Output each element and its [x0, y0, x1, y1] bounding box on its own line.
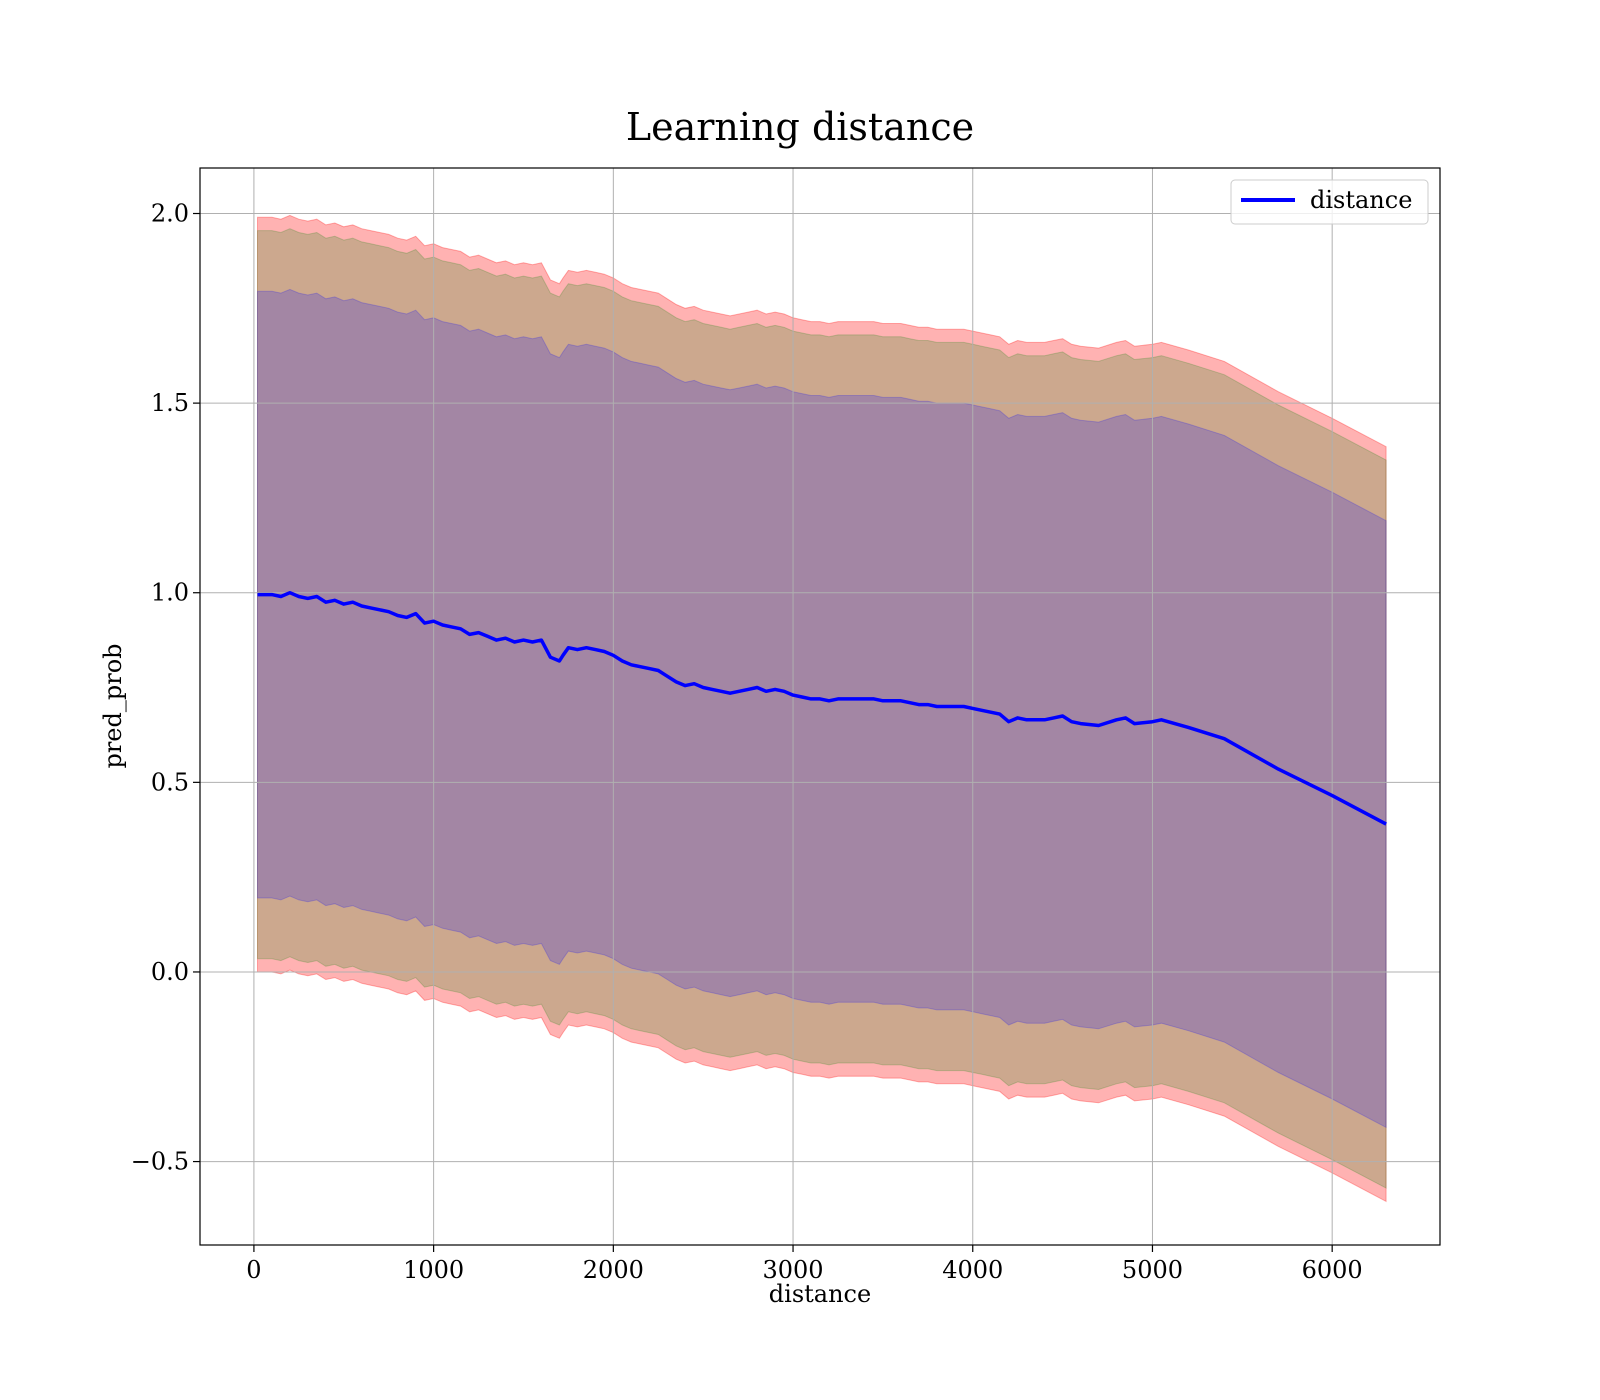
confidence-band-3 — [257, 288, 1387, 1129]
x-tick-label: 1000 — [403, 1256, 464, 1284]
y-axis-label: pred_prob — [99, 643, 127, 768]
series-line-distance — [257, 590, 1387, 826]
legend-box — [1230, 179, 1429, 225]
x-tick-label: 3000 — [763, 1256, 824, 1284]
chart-title: Learning distance — [626, 105, 974, 149]
y-axis-ticks: −0.5 0.0 0.5 1.0 1.5 2.0 — [131, 200, 200, 1176]
confidence-band-2 — [257, 228, 1387, 1189]
confidence-bands — [257, 214, 1387, 1203]
y-tick-label: 2.0 — [151, 200, 189, 228]
y-tick-label: −0.5 — [131, 1148, 189, 1176]
x-axis-ticks: 0 1000 2000 3000 4000 5000 6000 — [246, 1245, 1363, 1284]
series-lines — [257, 590, 1387, 826]
y-tick-label: 1.5 — [151, 389, 189, 417]
x-tick-label: 2000 — [583, 1256, 644, 1284]
x-tick-label: 5000 — [1122, 1256, 1183, 1284]
axes-frame — [199, 167, 1441, 1246]
grid — [200, 168, 1440, 1245]
x-tick-label: 4000 — [942, 1256, 1003, 1284]
legend: distance — [1230, 179, 1429, 225]
x-tick-label: 6000 — [1302, 1256, 1363, 1284]
plot-area — [199, 167, 1441, 1246]
legend-label: distance — [1310, 186, 1412, 214]
y-tick-label: 1.0 — [151, 579, 189, 607]
y-tick-label: 0.5 — [151, 768, 189, 796]
y-tick-label: 0.0 — [151, 958, 189, 986]
confidence-band-1 — [257, 214, 1387, 1203]
x-axis-label: distance — [769, 1280, 871, 1308]
x-tick-label: 0 — [246, 1256, 261, 1284]
